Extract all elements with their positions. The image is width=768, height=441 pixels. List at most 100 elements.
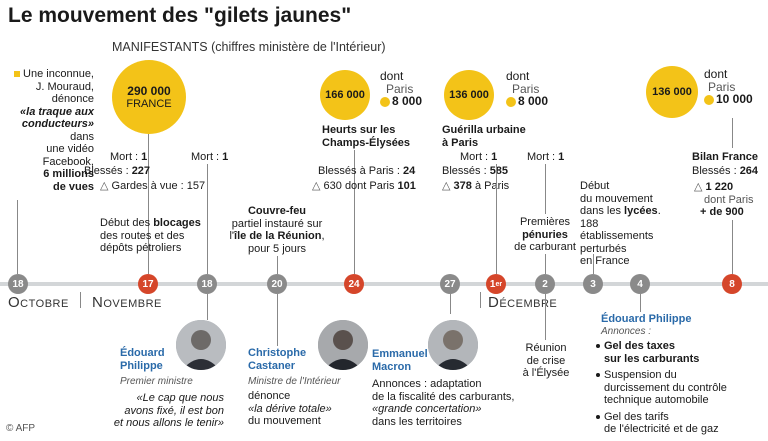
blocages-c: des routes et des [100, 229, 185, 242]
deaths-label-1dec: Mort : [460, 151, 492, 163]
timeline-node-3dec: 3 [583, 274, 603, 294]
timeline-node-17nov: 17 [138, 274, 158, 294]
connector-8dec-b [732, 220, 733, 274]
connector-philippe2 [640, 294, 641, 312]
deaths-label-2dec: Mort : [527, 151, 559, 163]
philippe2-name: Édouard Philippe [601, 313, 692, 325]
lycees-h: en France [580, 255, 630, 267]
intro-text: Une inconnue, J. Mouraud, dénonce «la tr… [4, 68, 94, 193]
event-lycees: Début du mouvement dans les lycées. 188 … [580, 180, 670, 268]
timeline-bar [0, 282, 768, 286]
macron-quote-3: «grande concertation» [372, 403, 482, 415]
philippe-role: Premier ministre [120, 376, 193, 387]
couvrefeu-b: partiel instauré sur [231, 217, 323, 230]
custody-1dec-a: 378 [453, 180, 472, 192]
deaths-label: Mort : [110, 151, 142, 163]
subtitle: MANIFESTANTS (chiffres ministère de l'In… [112, 40, 386, 54]
connector-castaner [277, 294, 278, 346]
injured-value: 227 [131, 165, 151, 177]
announce-c-2: de l'électricité et de gaz [604, 423, 719, 435]
couvrefeu-c: l' [229, 230, 235, 242]
protesters-value-24nov: 166 000 [325, 89, 365, 101]
philippe-quote: «Le cap que nous avons fixé, il est bon … [112, 392, 224, 430]
connector-2dec-b [545, 254, 546, 274]
protesters-circle-24nov: 166 000 [320, 70, 370, 120]
macron-quote: Annonces : adaptation de la fiscalité de… [372, 378, 514, 428]
day-1: 1 [489, 278, 496, 290]
philippe-quote-2: avons fixé, il est bon [124, 404, 224, 417]
castaner-quote-3: du mouvement [248, 415, 321, 427]
custody-8dec-b: dont Paris [704, 193, 754, 206]
deaths-value: 1 [141, 151, 148, 163]
paris-label-8dec: Paris [708, 79, 736, 94]
timeline-node-27nov: 27 [440, 274, 460, 294]
custody-8dec-a: 1 220 [705, 181, 734, 193]
intro-l2: J. Mouraud, [35, 80, 94, 93]
intro-l1: Une inconnue, [23, 68, 94, 80]
month-divider-1 [80, 292, 81, 308]
custody-24nov-b: 101 [397, 180, 416, 192]
custody-8dec-c: + de 900 [700, 206, 744, 218]
reunion-c: à l'Élysée [522, 367, 570, 379]
announce-b-3: technique automobile [604, 394, 709, 406]
connector-17nov [148, 134, 149, 274]
philippe-name: Édouard Philippe [120, 347, 165, 372]
headline-1dec-a: Guérilla urbaine [442, 124, 526, 136]
protesters-label: FRANCE [126, 98, 172, 110]
custody-value: 157 [186, 180, 206, 192]
timeline-node-8dec: 8 [722, 274, 742, 294]
event-reunion: Réunion de crise à l'Élysée [508, 342, 584, 380]
connector-philippe [207, 294, 208, 320]
protesters-value-8dec: 136 000 [652, 86, 692, 98]
event-couvrefeu: Couvre-feu partiel instauré sur l'île de… [222, 205, 332, 255]
intro-l8: Facebook, [42, 155, 94, 168]
lycees-g: perturbés [580, 242, 627, 255]
bullet-icon [596, 373, 600, 378]
deaths-value-1dec: 1 [491, 151, 498, 163]
injured-label-8dec: Blessés : [692, 165, 740, 177]
reunion-b: de crise [526, 354, 566, 367]
macron-name: Emmanuel Macron [372, 348, 428, 373]
month-october: Octobre [8, 294, 69, 311]
portrait-philippe-svg [176, 320, 226, 370]
reunion-a: Réunion [525, 342, 567, 354]
intro-l6: dans [70, 130, 94, 143]
custody-1dec-b: à Paris [471, 180, 510, 192]
headline-24nov-a: Heurts sur les [322, 124, 396, 136]
connector-2dec-a [545, 164, 546, 214]
avatar-macron [428, 320, 478, 370]
deaths-17nov: Mort : 1 [110, 151, 147, 164]
intro-l10: de vues [53, 180, 94, 193]
announce-b: Suspension du [596, 369, 764, 382]
castaner-quote-2: «la dérive totale» [248, 402, 332, 415]
injured-24nov: Blessés à Paris : 24 [318, 165, 415, 178]
headline-24nov: Heurts sur les Champs-Élysées [322, 124, 410, 149]
paris-dot-8dec [704, 94, 714, 105]
headline-8dec: Bilan France [692, 151, 759, 163]
injured-value-24nov: 24 [402, 165, 416, 177]
intro-l7: une vidéo [46, 143, 94, 155]
castaner-quote: dénonce «la dérive totale» du mouvement [248, 390, 332, 428]
injured-17nov: Blessés : 227 [84, 165, 150, 178]
connector-macron [450, 294, 451, 314]
injured-8dec: Blessés : 264 [692, 165, 758, 178]
dont-8dec: dont [704, 67, 728, 81]
connector-18nov [207, 164, 208, 274]
announce-a-2: sur les carburants [604, 352, 700, 365]
protesters-circle-1dec: 136 000 [444, 70, 494, 120]
couvrefeu-e: , [321, 230, 325, 242]
protesters-value: 290 000 [127, 84, 171, 98]
deaths-value-2dec: 1 [558, 151, 565, 163]
month-november: Novembre [92, 294, 162, 311]
lycees-a: Début [580, 180, 610, 192]
injured-value-1dec: 585 [489, 165, 509, 177]
paris-dot-24nov [380, 96, 390, 107]
subtitle-source: (chiffres ministère de l'Intérieur) [207, 40, 386, 54]
timeline-node-2dec: 2 [535, 274, 555, 294]
custody-24nov-a: 630 dont Paris [323, 180, 398, 192]
triangle-icon: △ [694, 181, 703, 193]
credit-afp: © AFP [6, 423, 36, 434]
intro-l5: conducteurs» [21, 118, 94, 130]
event-penuries: Premières pénuries de carburant [500, 216, 590, 254]
month-divider-2 [480, 292, 481, 308]
